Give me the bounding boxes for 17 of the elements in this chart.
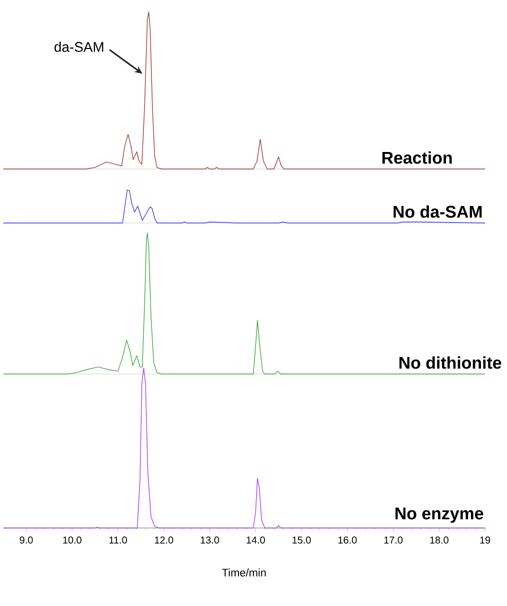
series-label: Reaction — [382, 151, 452, 164]
x-tick-label: 10.0 — [63, 536, 82, 544]
x-tick-label: 16.0 — [338, 536, 357, 544]
series-label: No dithionite — [399, 356, 502, 369]
x-tick-label: 12.0 — [154, 536, 174, 544]
series-label: No da-SAM — [394, 205, 482, 218]
x-tick-label: 19 — [480, 536, 490, 544]
annotation: da-SAM — [54, 42, 104, 52]
x-tick-label: 18.0 — [430, 536, 448, 544]
x-tick-label: 14.0 — [246, 536, 265, 544]
x-tick-label: 13.0 — [200, 536, 220, 544]
x-tick-label: 11.0 — [109, 536, 127, 544]
x-tick-label: 17.0 — [384, 536, 403, 544]
x-tick-label: 15.0 — [292, 536, 311, 544]
x-tick-label: 9.0 — [20, 536, 33, 544]
x-axis-title: Time/min — [222, 568, 266, 576]
series-label: No enzyme — [396, 508, 484, 523]
